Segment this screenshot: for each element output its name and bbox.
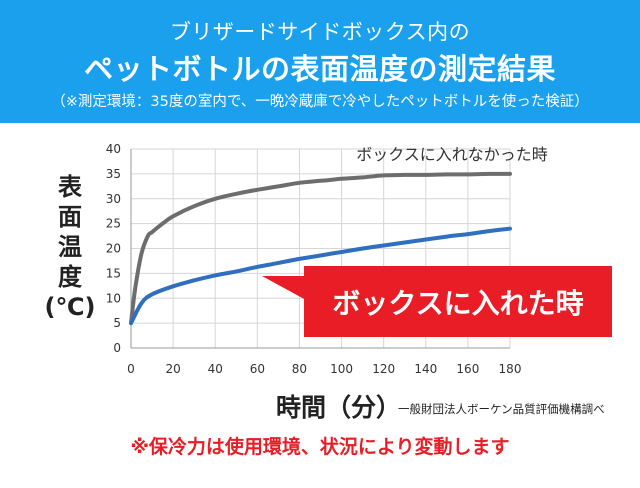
y-tick-label: 20 — [106, 242, 121, 256]
y-axis-label-char: 度 — [58, 263, 82, 291]
series-lines — [129, 171, 512, 326]
callout-box — [304, 266, 612, 337]
x-tick-label: 160 — [456, 362, 479, 376]
x-tick-label: 100 — [330, 362, 353, 376]
series-label-without-box: ボックスに入れなかった時 — [356, 145, 548, 164]
series-line-with-box — [129, 226, 512, 326]
title-line-1: ブリザードサイドボックス内の — [169, 20, 471, 44]
x-tick-label: 140 — [414, 362, 437, 376]
x-tick-label: 0 — [127, 362, 135, 376]
footnote: ※保冷力は使用環境、状況により変動します — [130, 436, 510, 458]
y-axis-label-unit: (℃) — [44, 293, 96, 321]
x-tick-label: 20 — [165, 362, 180, 376]
x-tick-label: 40 — [208, 362, 223, 376]
series-label-with-box: ボックスに入れた時 — [332, 287, 583, 320]
x-tick-label: 60 — [250, 362, 265, 376]
y-axis-label-char: 温 — [58, 233, 82, 261]
x-tick-label: 120 — [372, 362, 395, 376]
y-tick-label: 0 — [113, 341, 121, 355]
y-tick-label: 15 — [106, 266, 121, 280]
series-line-without-box — [129, 171, 512, 326]
y-axis-label-char: 表 — [58, 173, 82, 201]
y-tick-label: 10 — [106, 291, 121, 305]
callout-pointer — [262, 276, 306, 300]
y-tick-label: 5 — [113, 316, 121, 330]
tick-labels: 0 5 10 15 20 25 30 35 40 0 20 40 60 80 100 120 140 160 180 — [106, 142, 522, 376]
y-tick-label: 40 — [106, 142, 121, 156]
y-tick-label: 35 — [106, 167, 121, 181]
y-tick-label: 25 — [106, 217, 121, 231]
header-banner: ブリザードサイドボックス内の ペットボトルの表面温度の測定結果 （※測定環境：3… — [0, 0, 640, 123]
measurement-note: （※測定環境：35度の室内で、一晩冷蔵庫で冷やしたペットボトルを使った検証） — [51, 94, 589, 110]
x-axis-label: 時間（分） — [276, 393, 402, 422]
y-axis-label: 表 面 温 度 (℃) — [40, 172, 100, 322]
title-line-2: ペットボトルの表面温度の測定結果 — [83, 52, 556, 86]
x-tick-label: 80 — [292, 362, 307, 376]
y-tick-label: 30 — [106, 192, 121, 206]
data-source: 一般財団法人ボーケン品質評価機構調べ — [398, 402, 605, 416]
x-tick-label: 180 — [499, 362, 522, 376]
y-axis-label-char: 面 — [58, 203, 82, 231]
